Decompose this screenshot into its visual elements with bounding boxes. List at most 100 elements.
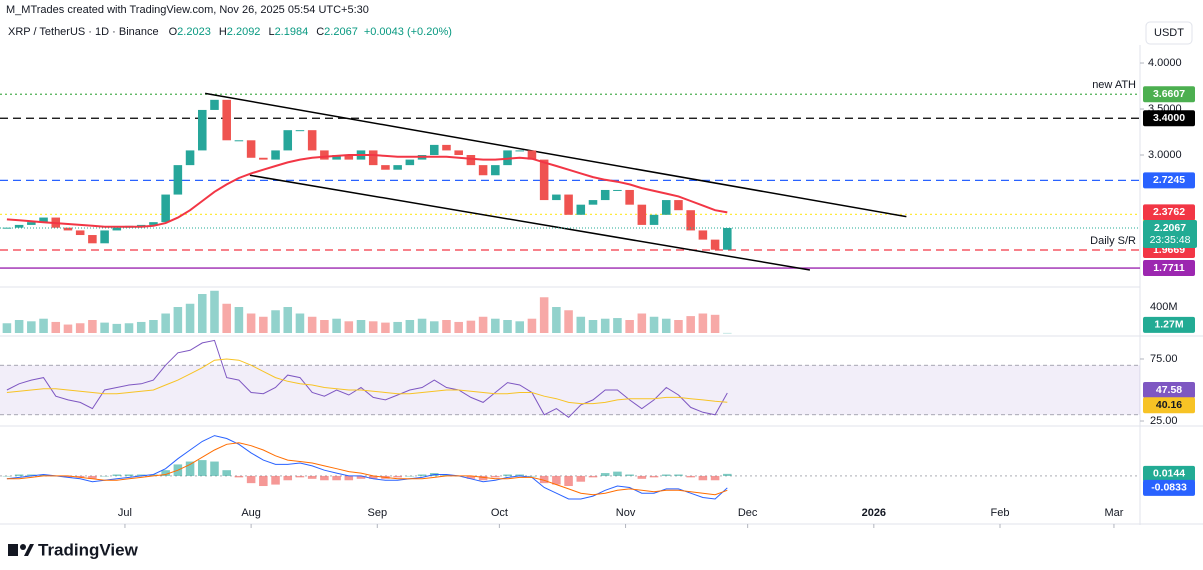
volume-bar bbox=[600, 318, 610, 333]
macd-histogram bbox=[27, 474, 36, 476]
macd-histogram bbox=[100, 475, 109, 477]
volume-bar bbox=[198, 294, 207, 333]
level-label: 3.6607 bbox=[1153, 88, 1185, 100]
volume-bar bbox=[112, 323, 122, 333]
candle bbox=[185, 150, 195, 166]
volume-bar bbox=[149, 320, 158, 333]
histogram-label-box bbox=[1143, 465, 1195, 482]
volume-bar bbox=[478, 316, 488, 333]
rsi-line bbox=[6, 339, 728, 418]
volume-bar bbox=[332, 318, 341, 333]
macd-histogram bbox=[14, 474, 24, 476]
macd-histogram bbox=[576, 475, 586, 482]
candle bbox=[637, 204, 647, 225]
volume-bar bbox=[234, 307, 244, 333]
volume-bar bbox=[88, 320, 97, 333]
candle bbox=[320, 150, 329, 160]
volume-bar bbox=[686, 316, 695, 333]
countdown: 23:35:48 bbox=[1150, 234, 1191, 246]
rsi-label: 40.16 bbox=[1156, 399, 1182, 411]
candle bbox=[600, 189, 610, 201]
candle bbox=[527, 150, 537, 160]
volume-bar bbox=[161, 313, 170, 333]
volume-bar bbox=[63, 324, 73, 333]
volume-label-box bbox=[1143, 316, 1195, 333]
macd-histogram bbox=[320, 475, 329, 481]
volume-bar bbox=[344, 321, 354, 333]
macd-histogram bbox=[39, 474, 48, 476]
volume-bar bbox=[283, 307, 293, 333]
x-tick-label: Aug bbox=[241, 507, 261, 519]
y-tick-label: 400M bbox=[1150, 301, 1178, 313]
x-tick-label: Feb bbox=[991, 507, 1010, 519]
macd-histogram bbox=[112, 474, 122, 476]
macd-histogram bbox=[136, 474, 146, 476]
currency-box[interactable] bbox=[1145, 21, 1193, 45]
currency[interactable]: USDT bbox=[1154, 27, 1184, 39]
candle bbox=[478, 165, 488, 176]
candle bbox=[564, 194, 573, 215]
macd-histogram bbox=[393, 475, 402, 478]
macd-histogram bbox=[649, 475, 659, 478]
volume-bar bbox=[442, 320, 451, 333]
candle bbox=[246, 140, 256, 158]
macd-histogram bbox=[564, 475, 573, 487]
candle bbox=[368, 150, 378, 166]
volume-bar bbox=[466, 320, 476, 333]
volume-bar bbox=[429, 321, 439, 333]
macd-histogram bbox=[246, 475, 256, 484]
candle bbox=[100, 230, 109, 244]
macd-histogram bbox=[283, 475, 293, 481]
y-tick-label: 25.00 bbox=[1150, 415, 1178, 427]
volume-bar bbox=[723, 332, 732, 334]
macd-label: -0.0833 bbox=[1151, 482, 1187, 494]
candle bbox=[88, 235, 97, 244]
macd-histogram bbox=[198, 460, 207, 476]
macd-histogram bbox=[698, 475, 708, 481]
macd-histogram bbox=[503, 474, 512, 476]
x-tick-label: Dec bbox=[738, 507, 758, 519]
logo-text: TradingView bbox=[38, 540, 139, 559]
ohlc-key: L bbox=[268, 26, 274, 38]
volume-bar bbox=[222, 303, 231, 333]
macd-histogram bbox=[210, 461, 219, 476]
candle bbox=[661, 200, 671, 215]
macd-histogram bbox=[625, 474, 634, 476]
logo[interactable]: TradingView bbox=[8, 540, 139, 559]
volume-bar bbox=[173, 307, 183, 333]
logo-mark bbox=[20, 544, 26, 550]
ohlc-value: 2.2067 bbox=[324, 26, 358, 38]
candle bbox=[63, 227, 73, 231]
candle bbox=[173, 165, 183, 195]
macd-histogram bbox=[356, 475, 366, 479]
macd-line bbox=[6, 442, 728, 496]
macd-histogram bbox=[588, 475, 598, 478]
x-tick-label: Nov bbox=[616, 507, 636, 519]
candle bbox=[27, 222, 36, 225]
candle bbox=[588, 200, 598, 205]
volume-bar bbox=[75, 323, 85, 333]
macd-histogram bbox=[149, 474, 158, 476]
volume-bar bbox=[491, 318, 500, 333]
x-tick-label: Jul bbox=[118, 507, 132, 519]
macd-histogram bbox=[295, 475, 305, 478]
volume-bar bbox=[405, 320, 415, 333]
candle bbox=[161, 194, 170, 223]
candle bbox=[75, 230, 85, 236]
volume-bar bbox=[136, 321, 146, 333]
y-tick-label: 75.00 bbox=[1150, 353, 1178, 365]
macd-histogram bbox=[661, 474, 671, 476]
candle bbox=[210, 99, 219, 110]
volume-bar bbox=[417, 318, 427, 333]
candle bbox=[283, 130, 293, 151]
volume-bar bbox=[381, 322, 390, 333]
macd-histogram bbox=[417, 474, 427, 476]
volume-bar bbox=[503, 320, 512, 333]
trendline bbox=[204, 92, 907, 218]
volume-bar bbox=[210, 290, 219, 333]
level-label: 1.7711 bbox=[1153, 262, 1185, 274]
y-tick-label: 4.0000 bbox=[1148, 57, 1182, 69]
attribution: M_MTrades created with TradingView.com, … bbox=[6, 4, 369, 16]
volume-bar bbox=[588, 320, 598, 333]
candle bbox=[332, 155, 341, 160]
